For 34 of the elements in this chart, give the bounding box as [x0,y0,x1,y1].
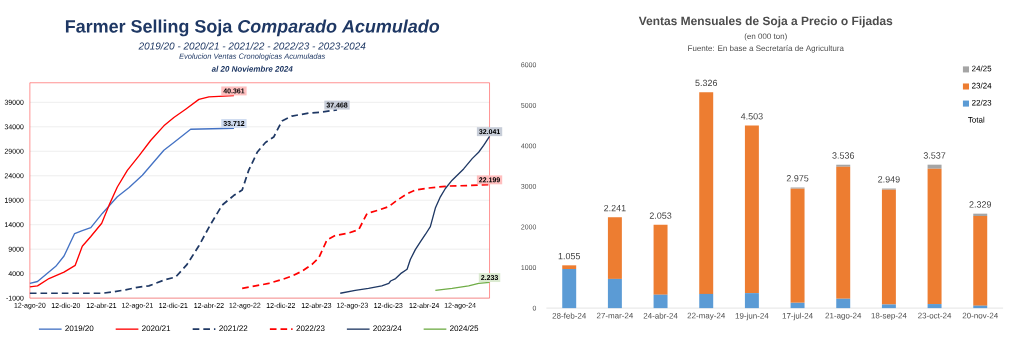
bar [699,293,714,309]
bar [790,188,805,303]
total-label: 2.949 [878,176,900,183]
chart-title: Ventas Mensuales de Soja a Precio o Fijadas [638,16,893,28]
total-label: 4.503 [740,113,763,120]
bar [790,302,805,309]
bar [927,304,942,309]
bar [607,278,622,309]
bar [836,298,851,309]
bar [562,268,577,309]
total-label: 2.241 [604,204,626,212]
bar [653,294,668,309]
bar [699,92,714,294]
bar [836,166,851,299]
bar [836,164,851,167]
total-label: 2.975 [786,175,809,182]
total-label: 2.053 [649,212,672,219]
bar [881,189,896,305]
total-label: 2.329 [969,201,992,208]
bar [973,216,988,306]
bar [744,125,759,294]
bar [927,168,942,305]
chart-subtitle: 2019/20 - 2020/21 - 2021/22 - 2022/23 - 2023-2024 [138,42,366,50]
bar [562,265,577,269]
total-label: 3.536 [832,152,855,159]
total-label: 5.326 [695,79,718,87]
bar [653,224,668,295]
chart-title: Farmer Selling Soja Comparado Acumulado [65,19,440,37]
bar [881,304,896,309]
bar [607,217,622,279]
total-label: 3.537 [923,152,946,159]
bar [744,293,759,309]
total-label: 1.055 [558,252,581,260]
bar [927,164,942,169]
